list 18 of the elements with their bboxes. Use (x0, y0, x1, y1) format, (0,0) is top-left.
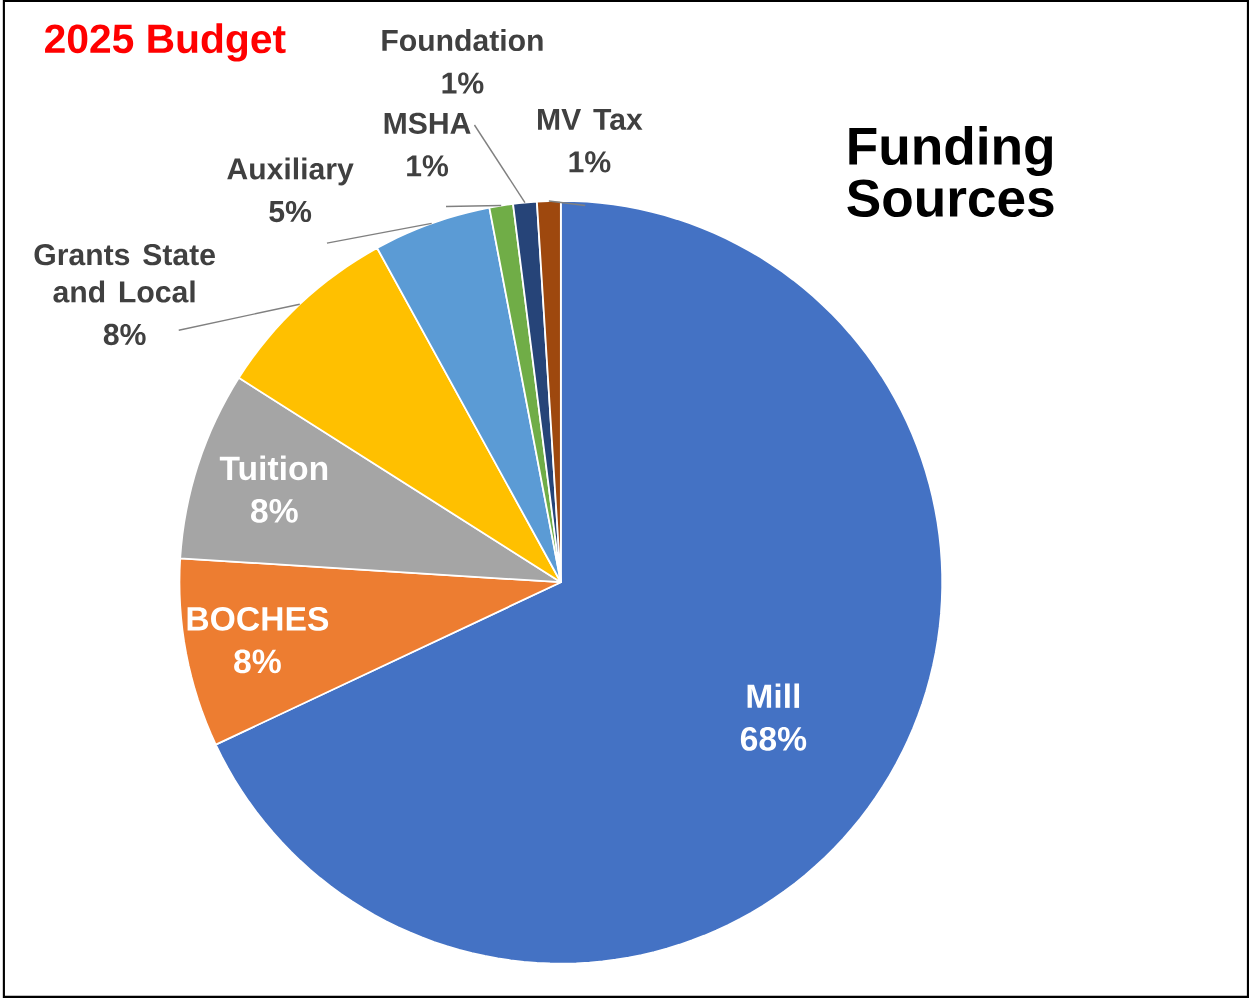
slice-label: Foundation (382, 28, 543, 52)
slice-label: Grants State and Local (34, 244, 215, 303)
data-label: 1% (569, 151, 611, 173)
slice-label: MSHA (384, 112, 471, 134)
data-label: 8% (251, 498, 298, 523)
data-label: 8% (234, 649, 281, 674)
slice-label: Auxiliary (227, 157, 354, 186)
slice-label: BOCHES (187, 606, 329, 631)
slice-label: Mill (747, 683, 800, 708)
data-label: 1% (407, 155, 449, 177)
data-label: 5% (269, 200, 312, 223)
data-label: 68% (740, 726, 807, 751)
data-label: 8% (103, 323, 146, 346)
slice-label: Tuition (219, 455, 328, 481)
data-label: 1% (442, 72, 484, 94)
slice-label: MV Tax (538, 108, 643, 130)
text: Funding Sources (847, 126, 1054, 218)
chart-subtitle: 2025 Budget (45, 23, 286, 62)
